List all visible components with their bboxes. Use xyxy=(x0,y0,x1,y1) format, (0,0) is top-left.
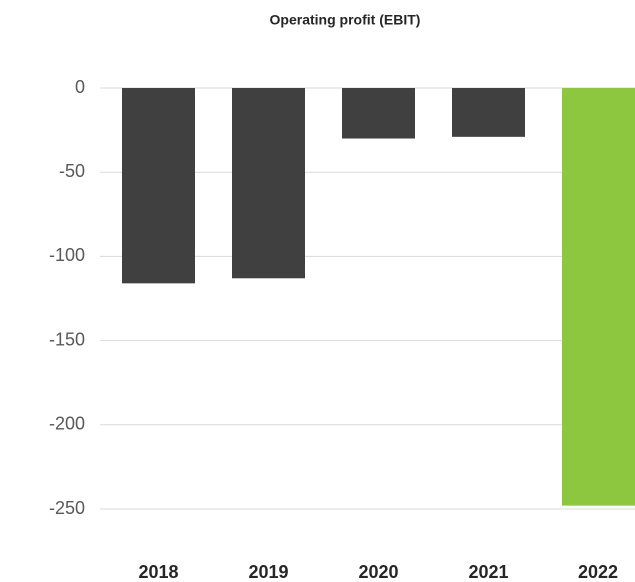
bar xyxy=(452,88,525,137)
y-tick-label: -50 xyxy=(59,161,85,181)
x-tick-label: 2019 xyxy=(248,562,288,582)
x-tick-label: 2022 xyxy=(578,562,618,582)
y-tick-label: -150 xyxy=(49,329,85,349)
bar xyxy=(342,88,415,139)
bar xyxy=(562,88,635,506)
y-tick-label: -250 xyxy=(49,498,85,518)
x-tick-label: 2018 xyxy=(138,562,178,582)
y-tick-label: -200 xyxy=(49,414,85,434)
y-tick-label: 0 xyxy=(75,77,85,97)
x-tick-label: 2020 xyxy=(358,562,398,582)
bar xyxy=(232,88,305,279)
bar xyxy=(122,88,195,284)
y-tick-label: -100 xyxy=(49,245,85,265)
chart-title: Operating profit (EBIT) xyxy=(270,12,421,28)
x-tick-label: 2021 xyxy=(468,562,508,582)
